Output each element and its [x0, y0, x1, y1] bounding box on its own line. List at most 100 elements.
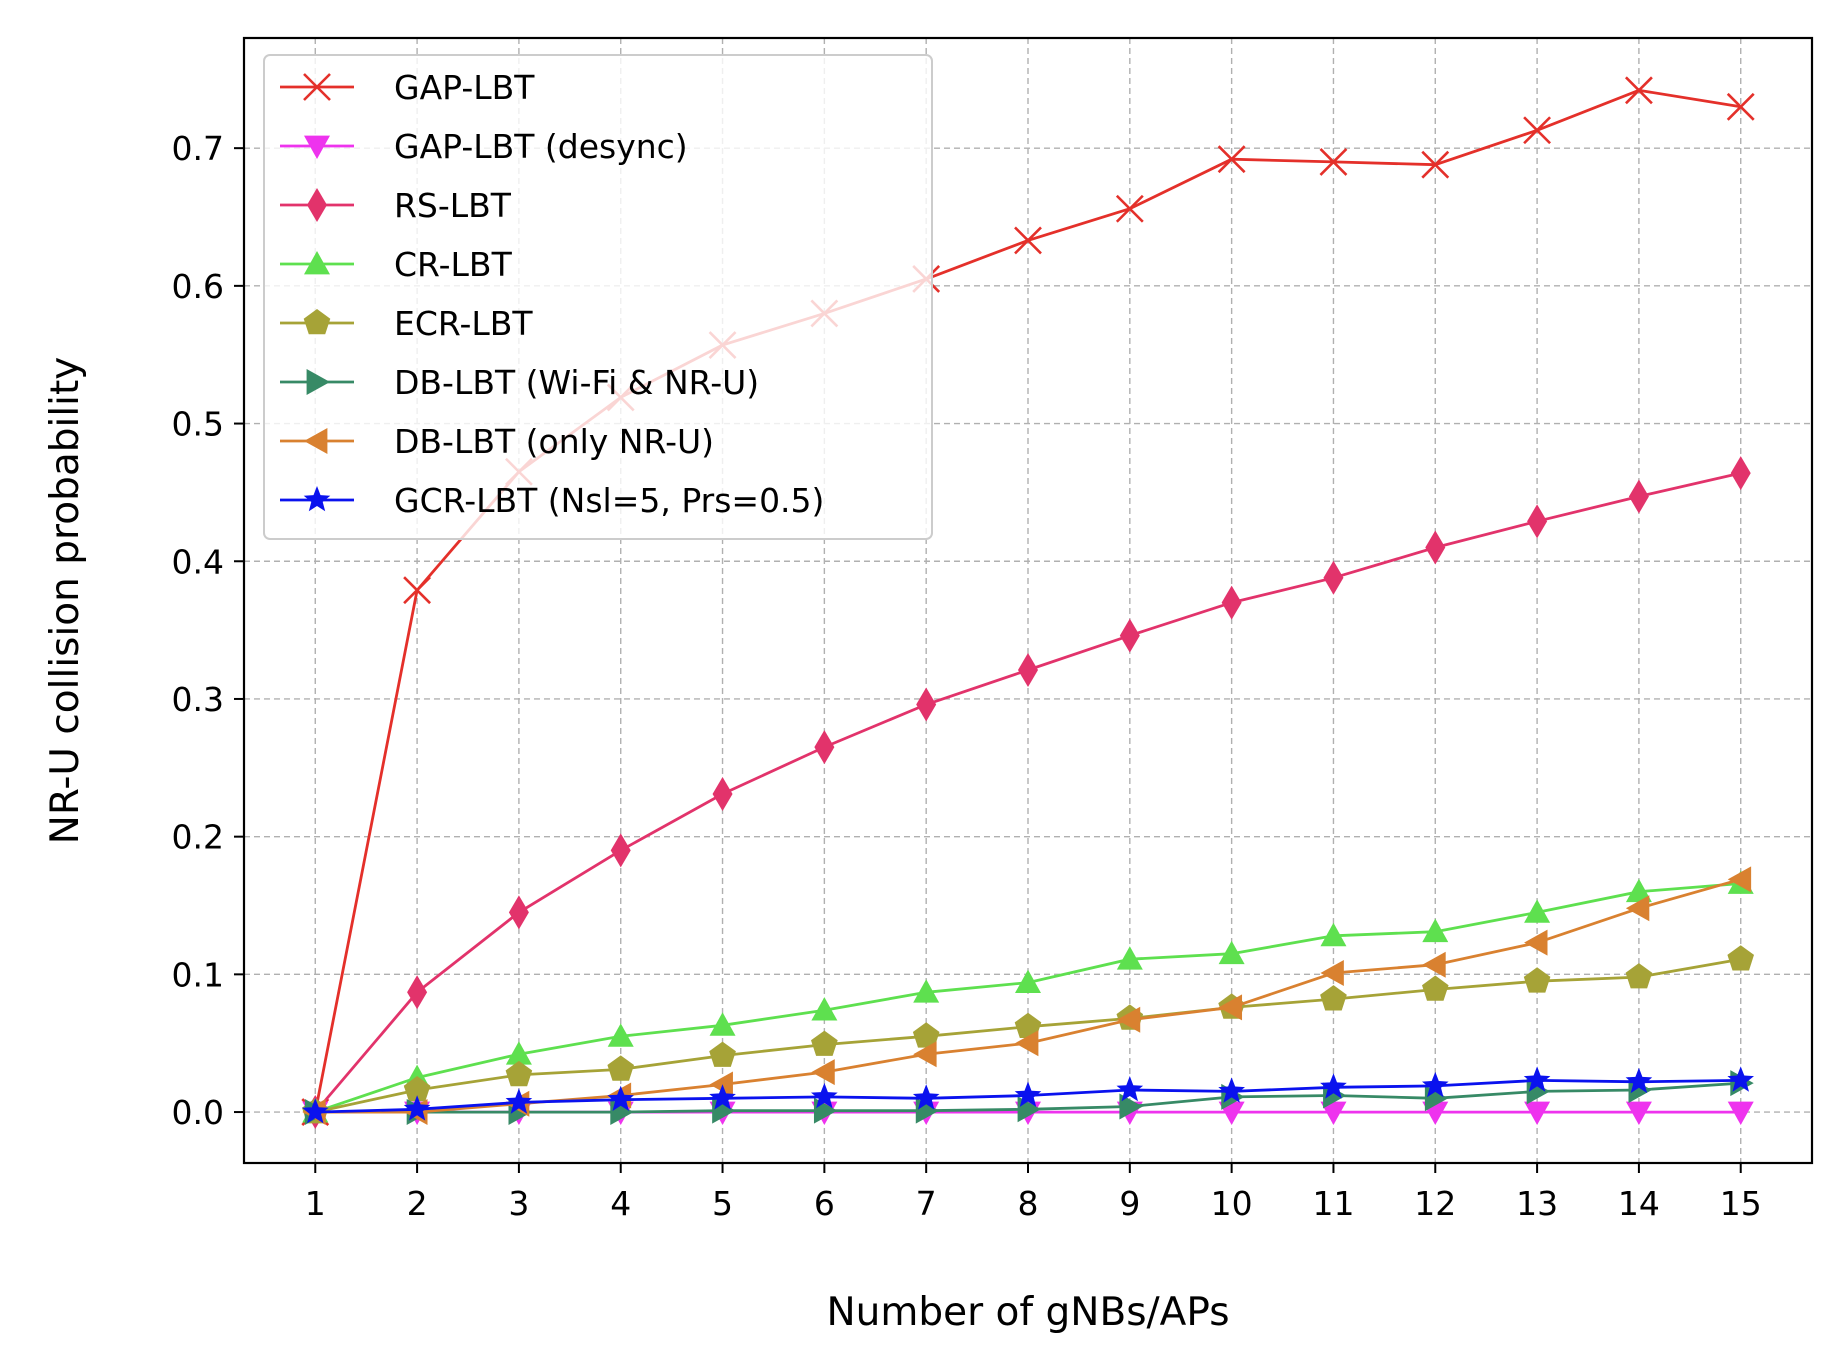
series-7	[302, 1066, 1754, 1124]
data-point	[811, 1059, 835, 1086]
data-point	[1218, 1077, 1245, 1103]
data-point	[1320, 959, 1344, 986]
data-point	[610, 833, 631, 868]
data-point	[302, 1098, 329, 1124]
data-point	[1015, 1030, 1039, 1057]
y-tick-label: 0.0	[172, 1093, 224, 1132]
data-point	[1217, 145, 1246, 174]
data-point	[1727, 1066, 1754, 1092]
legend-entry: DB-LBT (only NR-U)	[280, 422, 714, 461]
legend-label: RS-LBT	[394, 186, 512, 225]
data-point	[1727, 866, 1752, 893]
data-point	[505, 1041, 532, 1065]
marker-stroke	[1624, 76, 1653, 105]
legend-label: GAP-LBT (desync)	[394, 127, 688, 166]
data-point	[1221, 585, 1242, 620]
marker-stroke	[1726, 92, 1755, 121]
x-tick-label: 3	[508, 1184, 529, 1223]
marker-stroke	[1319, 148, 1348, 176]
data-point	[1014, 1081, 1042, 1107]
data-point	[1524, 899, 1551, 923]
x-tick-label: 1	[305, 1184, 326, 1223]
y-tick-label: 0.1	[172, 955, 224, 994]
x-tick-label: 11	[1312, 1184, 1354, 1223]
data-point	[1625, 878, 1652, 903]
data-point	[508, 895, 529, 930]
x-tick-label: 4	[610, 1184, 631, 1223]
data-point	[1119, 618, 1140, 653]
data-point	[913, 979, 940, 1003]
data-point	[1115, 194, 1144, 223]
data-point	[1014, 226, 1042, 255]
data-point	[709, 1071, 733, 1098]
legend-entry: CR-LBT	[280, 245, 513, 284]
data-point	[1625, 1101, 1652, 1126]
data-point	[407, 975, 428, 1010]
data-point	[1727, 1101, 1754, 1126]
data-point	[1625, 1067, 1653, 1094]
data-point	[1422, 951, 1446, 978]
tick-layer: 1 2 3 4 5 6 7 8 9 10 11 12 13 14 150.00.10.20.30.40.50…	[172, 129, 1762, 1223]
y-tick-label: 0.3	[172, 680, 224, 719]
data-point	[913, 1041, 937, 1068]
data-point	[912, 1084, 940, 1110]
legend-label: DB-LBT (Wi-Fi & NR-U)	[394, 363, 759, 402]
data-point	[1726, 92, 1755, 121]
data-point	[1421, 150, 1450, 179]
legend-entry: ECR-LBT	[280, 304, 533, 343]
legend-marker	[304, 135, 330, 159]
series-4	[302, 945, 1754, 1124]
data-point	[1116, 1076, 1144, 1102]
data-point	[712, 776, 733, 811]
data-point	[811, 997, 838, 1021]
data-point	[814, 730, 835, 765]
data-point	[709, 1012, 736, 1036]
data-point	[1119, 1093, 1143, 1120]
x-tick-label: 2	[407, 1184, 428, 1223]
legend-marker	[307, 188, 327, 222]
marker-stroke	[1014, 226, 1042, 255]
x-tick-label: 13	[1516, 1184, 1558, 1223]
y-tick-label: 0.6	[172, 267, 224, 306]
legend-marker	[303, 73, 331, 101]
x-tick-label: 9	[1119, 1184, 1140, 1223]
data-point	[1422, 975, 1449, 1001]
legend-marker	[306, 369, 330, 395]
legend-entry: RS-LBT	[280, 186, 512, 225]
data-point	[1015, 969, 1041, 994]
legend-entry: GCR-LBT (Nsl=5, Prs=0.5)	[280, 481, 824, 520]
data-point	[709, 1084, 736, 1110]
marker-stroke	[403, 576, 432, 605]
data-point	[1319, 148, 1348, 176]
marker-stroke	[303, 73, 331, 101]
data-point	[811, 1030, 838, 1056]
marker-stroke	[1523, 116, 1552, 145]
series-2	[305, 456, 1751, 1130]
y-tick-label: 0.4	[172, 542, 224, 581]
legend-marker	[303, 486, 331, 512]
data-point	[1524, 1101, 1551, 1126]
data-point	[1523, 1066, 1551, 1092]
data-point	[916, 687, 937, 722]
legend-label: GAP-LBT	[394, 68, 535, 107]
data-point	[1730, 456, 1751, 491]
legend: GAP-LBT GAP-LBT (desync) RS-LBT CR-LBT ECR-L…	[263, 54, 933, 540]
data-point	[1218, 940, 1245, 965]
y-tick-label: 0.5	[172, 405, 224, 444]
data-point	[1116, 1006, 1141, 1033]
data-point	[505, 1060, 533, 1087]
data-point	[1323, 560, 1344, 595]
x-tick-label: 8	[1018, 1184, 1039, 1223]
data-point	[1116, 946, 1143, 970]
data-point	[811, 1082, 838, 1109]
legend-entry: GAP-LBT (desync)	[280, 127, 688, 166]
x-tick-label: 14	[1618, 1184, 1660, 1223]
x-tick-label: 15	[1720, 1184, 1762, 1223]
data-point	[1527, 504, 1548, 539]
x-tick-label: 5	[712, 1184, 733, 1223]
data-point	[505, 1088, 533, 1114]
data-point	[403, 1076, 431, 1102]
legend-label: CR-LBT	[394, 245, 513, 284]
data-point	[1320, 1101, 1347, 1126]
